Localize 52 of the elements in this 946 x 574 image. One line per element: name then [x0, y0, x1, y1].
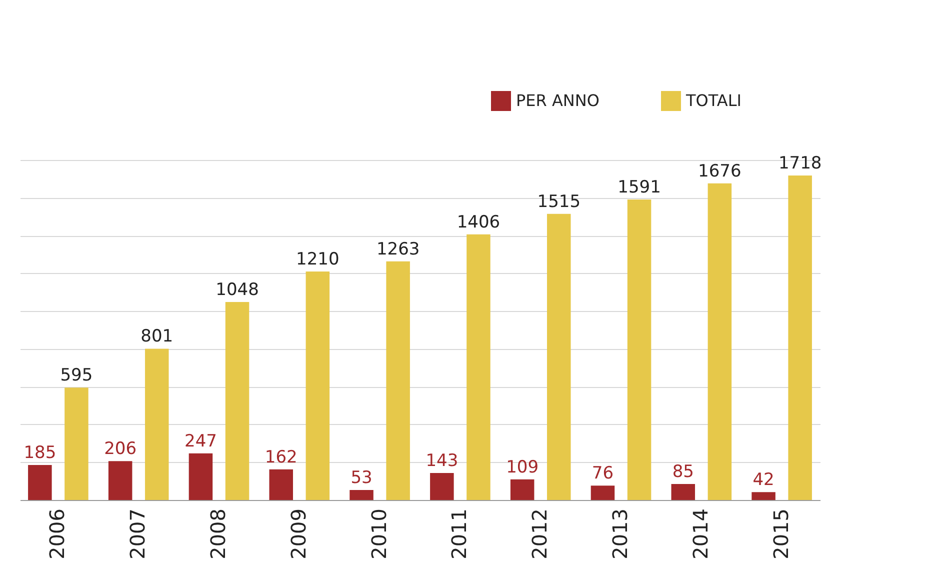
x-tick-label: 2009 — [286, 508, 310, 560]
bar — [188, 453, 213, 500]
bar — [269, 469, 293, 500]
data-label: 185 — [24, 443, 56, 464]
bar — [225, 302, 250, 500]
data-label: 109 — [506, 457, 539, 478]
bar — [144, 348, 169, 500]
x-tick-label: 2015 — [768, 508, 793, 560]
data-label: 595 — [60, 366, 93, 386]
x-tick-label: 2008 — [206, 508, 230, 560]
x-tick-label: 2013 — [608, 508, 632, 560]
bar — [386, 261, 410, 500]
bar — [752, 492, 776, 500]
data-label: 801 — [140, 326, 174, 347]
data-label: 53 — [350, 468, 372, 488]
bar — [627, 199, 652, 500]
x-tick-label: 2010 — [366, 508, 391, 560]
data-label: 162 — [264, 447, 298, 468]
data-label: 85 — [672, 462, 694, 482]
x-tick-label: 2011 — [447, 508, 472, 560]
bar — [547, 214, 571, 500]
data-label: 1263 — [376, 239, 420, 260]
legend-label: TOTALI — [685, 91, 742, 110]
data-label: 1210 — [296, 249, 340, 270]
data-label: 1591 — [618, 177, 661, 198]
bar — [466, 234, 490, 500]
bar — [430, 472, 454, 500]
legend-label: PER ANNO — [516, 91, 600, 110]
x-tick-label: 2012 — [528, 508, 552, 560]
bar — [108, 461, 132, 500]
data-label: 1515 — [537, 192, 581, 212]
bar — [590, 486, 615, 500]
data-label: 1406 — [456, 212, 500, 232]
bar — [671, 484, 696, 500]
bar — [510, 479, 534, 500]
data-label: 76 — [592, 464, 614, 484]
bar — [306, 271, 330, 500]
x-tick-label: 2014 — [688, 508, 712, 560]
data-label: 143 — [426, 450, 458, 471]
x-tick-label: 2006 — [45, 508, 70, 560]
data-label: 42 — [752, 470, 774, 490]
bar — [708, 183, 732, 500]
bar — [788, 175, 812, 500]
bar — [28, 465, 52, 500]
data-label: 247 — [184, 431, 217, 452]
data-label: 1048 — [216, 280, 259, 300]
bar — [64, 388, 88, 500]
x-tick-label: 2007 — [126, 508, 150, 560]
data-label: 1676 — [698, 161, 742, 182]
bar — [350, 490, 374, 500]
data-label: 206 — [104, 439, 137, 460]
data-label: 1718 — [778, 153, 822, 174]
